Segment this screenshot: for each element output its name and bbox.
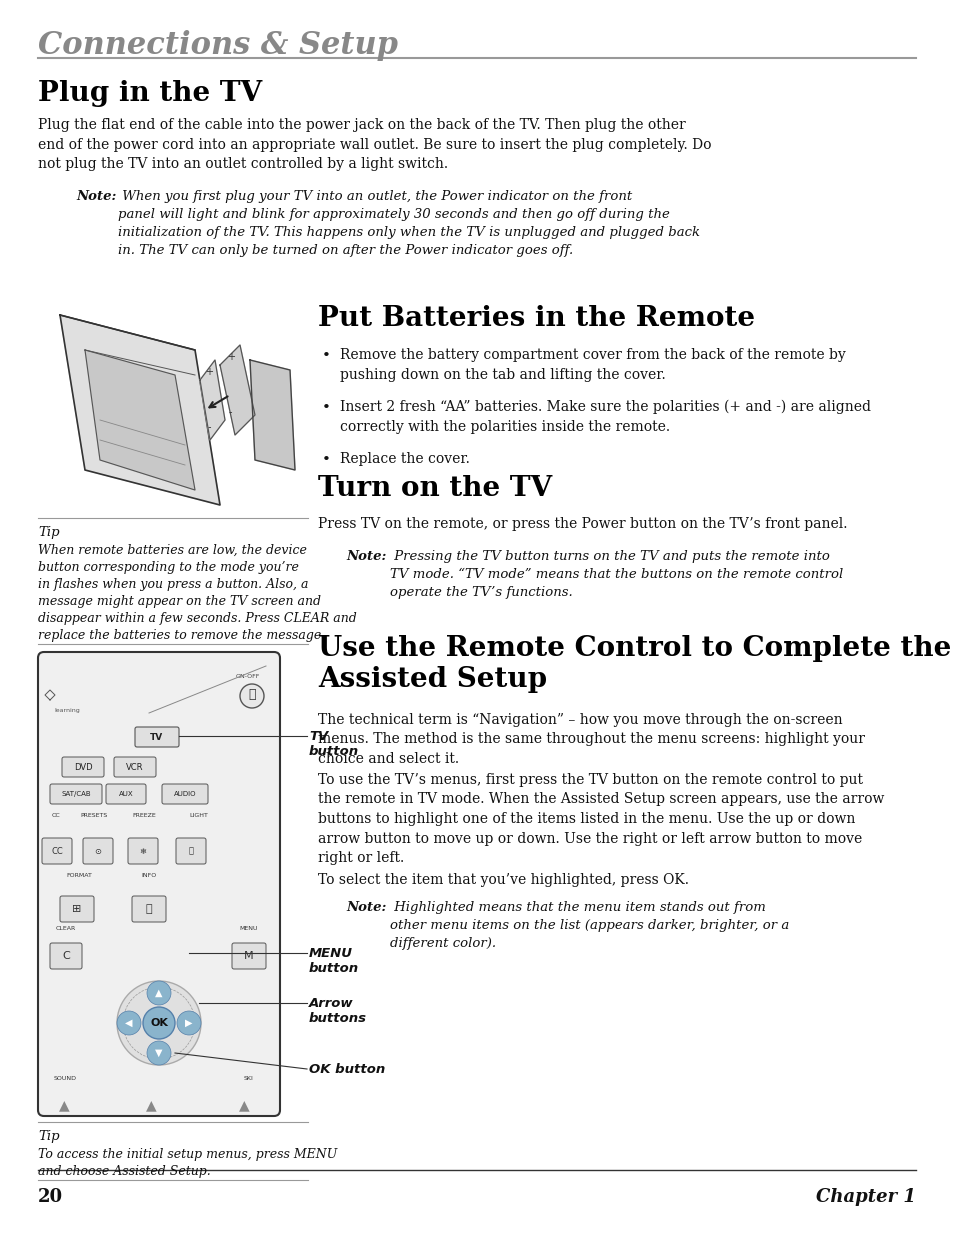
Text: M: M [244, 951, 253, 961]
Text: ⓘ: ⓘ [146, 904, 152, 914]
Text: Plug the flat end of the cable into the power jack on the back of the TV. Then p: Plug the flat end of the cable into the … [38, 119, 711, 170]
Text: OK button: OK button [309, 1063, 385, 1076]
Text: CC: CC [51, 846, 63, 856]
Text: •: • [322, 350, 331, 363]
Text: ⊙: ⊙ [94, 846, 101, 856]
Text: Note:: Note: [346, 550, 386, 563]
Text: FREEZE: FREEZE [132, 813, 155, 818]
Text: Replace the cover.: Replace the cover. [339, 452, 470, 466]
Text: CLEAR: CLEAR [56, 926, 76, 931]
Text: CC: CC [52, 813, 61, 818]
Text: Put Batteries in the Remote: Put Batteries in the Remote [317, 305, 755, 332]
Text: Insert 2 fresh “AA” batteries. Make sure the polarities (+ and -) are aligned
co: Insert 2 fresh “AA” batteries. Make sure… [339, 400, 870, 433]
Text: Highlighted means that the menu item stands out from
other menu items on the lis: Highlighted means that the menu item sta… [390, 902, 788, 950]
Polygon shape [60, 315, 220, 505]
FancyBboxPatch shape [135, 727, 179, 747]
Text: Plug in the TV: Plug in the TV [38, 80, 262, 107]
Text: To access the initial setup menus, press MENU
and choose Assisted Setup.: To access the initial setup menus, press… [38, 1149, 337, 1178]
Text: When you first plug your TV into an outlet, the Power indicator on the front
pan: When you first plug your TV into an outl… [118, 190, 700, 257]
Text: ❄: ❄ [139, 846, 147, 856]
Text: 20: 20 [38, 1188, 63, 1207]
Circle shape [147, 1041, 171, 1065]
Text: Note:: Note: [346, 902, 386, 914]
Text: To select the item that you’ve highlighted, press OK.: To select the item that you’ve highlight… [317, 873, 688, 887]
Polygon shape [200, 359, 225, 440]
Text: ▲: ▲ [238, 1098, 249, 1112]
Text: -: - [229, 408, 233, 417]
Text: MENU: MENU [239, 926, 258, 931]
Polygon shape [250, 359, 294, 471]
Circle shape [240, 684, 264, 708]
Text: AUX: AUX [118, 790, 133, 797]
FancyBboxPatch shape [162, 784, 208, 804]
Text: C: C [62, 951, 70, 961]
Text: -: - [208, 422, 212, 432]
FancyBboxPatch shape [83, 839, 112, 864]
FancyBboxPatch shape [50, 784, 102, 804]
Text: Connections & Setup: Connections & Setup [38, 30, 397, 61]
Text: Chapter 1: Chapter 1 [815, 1188, 915, 1207]
Text: TV: TV [151, 732, 164, 741]
FancyBboxPatch shape [42, 839, 71, 864]
Text: ON-OFF: ON-OFF [235, 674, 260, 679]
FancyBboxPatch shape [106, 784, 146, 804]
Text: When remote batteries are low, the device
button corresponding to the mode you’r: When remote batteries are low, the devic… [38, 543, 356, 642]
FancyBboxPatch shape [175, 839, 206, 864]
Text: The technical term is “Navigation” – how you move through the on-screen
menus. T: The technical term is “Navigation” – how… [317, 713, 864, 766]
Text: SKI: SKI [244, 1076, 253, 1081]
Text: ▲: ▲ [146, 1098, 156, 1112]
Text: To use the TV’s menus, first press the TV button on the remote control to put
th: To use the TV’s menus, first press the T… [317, 773, 883, 864]
Text: ◀: ◀ [125, 1018, 132, 1028]
Text: Pressing the TV button turns on the TV and puts the remote into
TV mode. “TV mod: Pressing the TV button turns on the TV a… [390, 550, 842, 599]
Text: ⊞: ⊞ [72, 904, 82, 914]
Text: TV
button: TV button [309, 730, 358, 758]
Text: OK: OK [150, 1018, 168, 1028]
Text: AUDIO: AUDIO [173, 790, 196, 797]
Text: INFO: INFO [141, 873, 156, 878]
Text: +: + [205, 367, 213, 377]
Polygon shape [220, 345, 254, 435]
Text: •: • [322, 401, 331, 415]
Text: VCR: VCR [126, 762, 144, 772]
Text: Arrow
buttons: Arrow buttons [309, 997, 367, 1025]
FancyBboxPatch shape [60, 897, 94, 923]
Text: ▲: ▲ [155, 988, 163, 998]
Text: +: + [227, 352, 234, 362]
Text: Press TV on the remote, or press the Power button on the TV’s front panel.: Press TV on the remote, or press the Pow… [317, 517, 846, 531]
Text: Tip: Tip [38, 1130, 59, 1144]
FancyBboxPatch shape [132, 897, 166, 923]
FancyBboxPatch shape [113, 757, 156, 777]
Text: SOUND: SOUND [54, 1076, 77, 1081]
Polygon shape [85, 350, 194, 490]
Text: 💡: 💡 [189, 846, 193, 856]
Text: Turn on the TV: Turn on the TV [317, 475, 552, 501]
FancyBboxPatch shape [62, 757, 104, 777]
FancyBboxPatch shape [128, 839, 158, 864]
Text: Tip: Tip [38, 526, 59, 538]
FancyBboxPatch shape [232, 944, 266, 969]
Text: DVD: DVD [73, 762, 92, 772]
Circle shape [117, 1011, 141, 1035]
Text: Use the Remote Control to Complete the
Assisted Setup: Use the Remote Control to Complete the A… [317, 635, 950, 693]
Text: ⏻: ⏻ [248, 688, 255, 701]
Text: ▶: ▶ [185, 1018, 193, 1028]
FancyBboxPatch shape [38, 652, 280, 1116]
Text: Remove the battery compartment cover from the back of the remote by
pushing down: Remove the battery compartment cover fro… [339, 348, 845, 382]
Text: learning: learning [54, 708, 80, 713]
Circle shape [177, 1011, 201, 1035]
Circle shape [117, 981, 201, 1065]
Text: MENU
button: MENU button [309, 947, 358, 974]
Text: ▲: ▲ [59, 1098, 70, 1112]
Circle shape [143, 1007, 174, 1039]
FancyBboxPatch shape [50, 944, 82, 969]
Circle shape [147, 981, 171, 1005]
Text: PRESETS: PRESETS [80, 813, 107, 818]
Text: FORMAT: FORMAT [66, 873, 91, 878]
Text: SAT/CAB: SAT/CAB [61, 790, 91, 797]
Text: LIGHT: LIGHT [189, 813, 208, 818]
Text: •: • [322, 453, 331, 467]
Text: Note:: Note: [76, 190, 116, 203]
Text: ▼: ▼ [155, 1049, 163, 1058]
